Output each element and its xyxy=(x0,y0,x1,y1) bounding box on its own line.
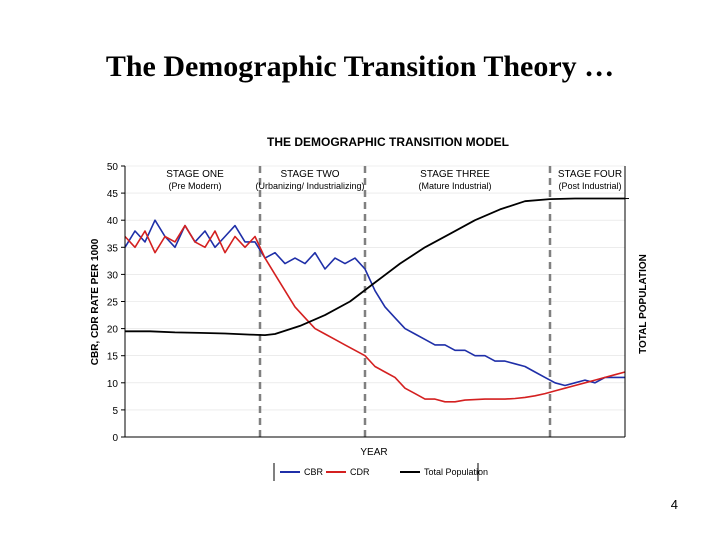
stage-label: STAGE FOUR xyxy=(558,169,622,180)
y-tick-label: 40 xyxy=(107,216,119,227)
stage-divider-layer xyxy=(258,166,552,441)
stage-sublabel: (Post Industrial) xyxy=(558,181,621,191)
y-tick-label: 50 xyxy=(107,162,119,173)
y-tick-label: 20 xyxy=(107,325,119,336)
x-axis-label: YEAR xyxy=(360,447,387,458)
y-tick-label: 25 xyxy=(107,298,119,309)
slide-title: The Demographic Transition Theory … xyxy=(105,50,615,83)
legend-label: CDR xyxy=(350,467,370,477)
stage-sublabel: (Urbanizing/ Industrializing) xyxy=(255,181,364,191)
grid-layer xyxy=(125,165,625,411)
stage-sublabel: (Mature Industrial) xyxy=(418,181,491,191)
y-tick-label: 35 xyxy=(107,243,119,254)
y-tick-label: 10 xyxy=(107,379,119,390)
stage-label: STAGE THREE xyxy=(420,169,490,180)
series-layer xyxy=(124,197,626,403)
axes-layer: 0 5 10 15 20 25 30 35 40 45 50 xyxy=(107,162,629,444)
y-tick-label: 5 xyxy=(112,406,118,417)
y-tick-label: 15 xyxy=(107,352,119,363)
stage-label: STAGE TWO xyxy=(280,169,339,180)
legend-label: CBR xyxy=(304,467,324,477)
stage-label: STAGE ONE xyxy=(166,169,224,180)
y-tick-label: 0 xyxy=(112,433,118,444)
y-axis-label: CBR, CDR RATE PER 1000 xyxy=(90,238,101,365)
legend-label: Total Population xyxy=(424,467,488,477)
chart-title: THE DEMOGRAPHIC TRANSITION MODEL xyxy=(267,135,509,149)
cbr-line xyxy=(124,219,625,387)
stage-sublabel: (Pre Modern) xyxy=(168,181,221,191)
legend: CBR CDR Total Population xyxy=(273,463,488,481)
page-number: 4 xyxy=(670,497,678,512)
right-axis-label: TOTAL POPULATION xyxy=(638,254,649,354)
y-tick-label: 45 xyxy=(107,189,119,200)
y-tick-label: 30 xyxy=(107,270,119,281)
cdr-line xyxy=(124,224,626,403)
total-population-line xyxy=(125,197,625,337)
stage-label-layer: STAGE ONE(Pre Modern) STAGE TWO(Urbanizin… xyxy=(166,169,622,191)
